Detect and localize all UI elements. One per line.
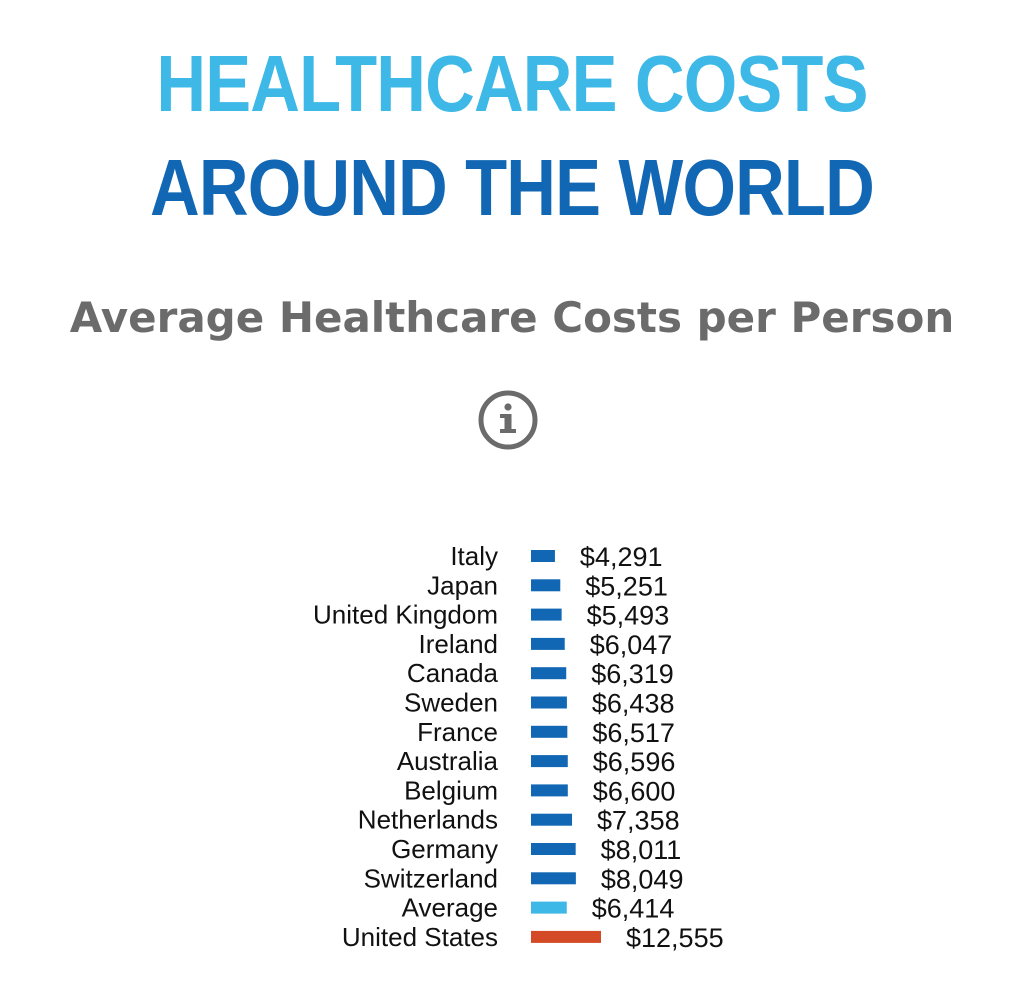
category-label: Ireland	[419, 629, 499, 659]
bar	[531, 637, 565, 650]
category-label: Japan	[427, 570, 498, 600]
bar	[531, 755, 568, 768]
bar	[531, 725, 568, 738]
category-label: Switzerland	[364, 863, 498, 893]
value-label: $6,319	[591, 659, 674, 689]
category-label: Netherlands	[358, 805, 498, 835]
category-label: Italy	[450, 541, 498, 571]
value-label: $5,493	[587, 601, 670, 631]
bar	[531, 813, 573, 826]
value-label: $6,517	[592, 718, 675, 748]
category-label: United Kingdom	[313, 600, 498, 630]
bar	[531, 843, 576, 855]
chart-subtitle: Average Healthcare Costs per Person	[69, 293, 955, 342]
category-label: France	[417, 717, 498, 747]
value-label: $6,596	[593, 747, 676, 777]
value-label: $7,358	[597, 806, 680, 836]
bar	[531, 901, 567, 914]
category-label: United States	[342, 922, 498, 952]
category-label: Belgium	[404, 775, 498, 805]
bar	[531, 784, 568, 797]
value-label: $8,011	[601, 835, 682, 865]
title-line-2: AROUND THE WORLD	[150, 143, 875, 232]
value-label: $4,291	[580, 542, 663, 572]
value-label: $6,438	[592, 689, 675, 719]
bar	[531, 667, 567, 680]
info-button[interactable]	[478, 390, 538, 450]
value-label: $6,047	[590, 630, 673, 660]
value-label: $6,600	[593, 776, 676, 806]
bar	[531, 872, 576, 885]
info-icon	[478, 390, 538, 450]
category-label: Canada	[407, 658, 499, 688]
category-label: Sweden	[404, 688, 498, 718]
bar	[531, 930, 601, 943]
category-label: Australia	[397, 746, 499, 776]
category-label: Germany	[391, 834, 498, 864]
title-line-1: HEALTHCARE COSTS	[156, 39, 868, 128]
category-label: Average	[402, 893, 498, 923]
bar	[531, 579, 561, 592]
value-label: $12,555	[626, 923, 724, 953]
bar	[531, 550, 555, 562]
value-label: $8,049	[601, 864, 684, 894]
bar	[531, 696, 567, 709]
value-label: $6,414	[592, 894, 675, 924]
value-label: $5,251	[585, 571, 668, 601]
bar	[531, 608, 562, 621]
